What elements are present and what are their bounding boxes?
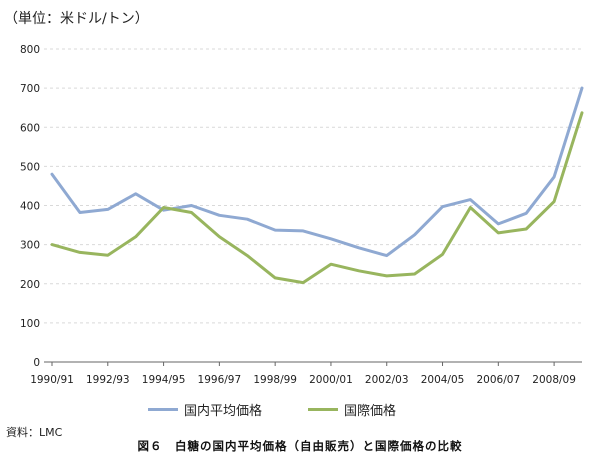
legend-label-domestic: 国内平均価格 [184,403,263,419]
y-tick-label: 500 [20,161,40,173]
y-tick-label: 800 [20,44,40,56]
x-tick-label: 1996/97 [198,374,242,386]
x-tick-label: 1994/95 [142,374,186,386]
y-tick-label: 400 [20,201,40,213]
figure-caption: 図６ 白糖の国内平均価格（自由販売）と国際価格の比較 [137,439,463,453]
y-tick-label: 700 [20,83,40,95]
legend-item-domestic: 国内平均価格 [148,400,263,419]
x-tick-label: 1992/93 [86,374,130,386]
unit-label: （単位：米ドル/トン） [4,11,149,27]
y-axis-ticks: 0 100 200 300 400 500 600 700 800 [20,44,40,369]
x-tick-label: 2000/01 [309,374,353,386]
x-tick-label: 1998/99 [253,374,297,386]
legend-label-international: 国際価格 [344,403,397,419]
y-tick-label: 600 [20,122,40,134]
x-axis-ticks: 1990/91 1992/93 1994/95 1996/97 1998/99 2000/… [30,362,576,386]
x-tick-label: 2008/09 [532,374,576,386]
x-tick-label: 2006/07 [477,374,521,386]
y-tick-label: 0 [33,357,40,369]
series-lines [50,86,584,285]
series-line-international [50,111,584,285]
y-tick-label: 200 [20,279,40,291]
y-tick-label: 300 [20,240,40,252]
gridlines [44,48,582,363]
x-tick-label: 2002/03 [365,374,409,386]
source-note: 資料：LMC [6,426,63,439]
legend-swatch-domestic [148,407,178,411]
line-chart: 0 100 200 300 400 500 600 700 800 1990/91 1992/93… [20,44,584,386]
y-tick-label: 100 [20,318,40,330]
x-tick-label: 1990/91 [30,374,74,386]
series-line-domestic [50,86,584,258]
x-tick-label: 2004/05 [421,374,465,386]
legend: 国内平均価格 国際価格 [148,400,448,419]
legend-swatch-international [308,407,338,411]
legend-item-international: 国際価格 [308,400,397,419]
